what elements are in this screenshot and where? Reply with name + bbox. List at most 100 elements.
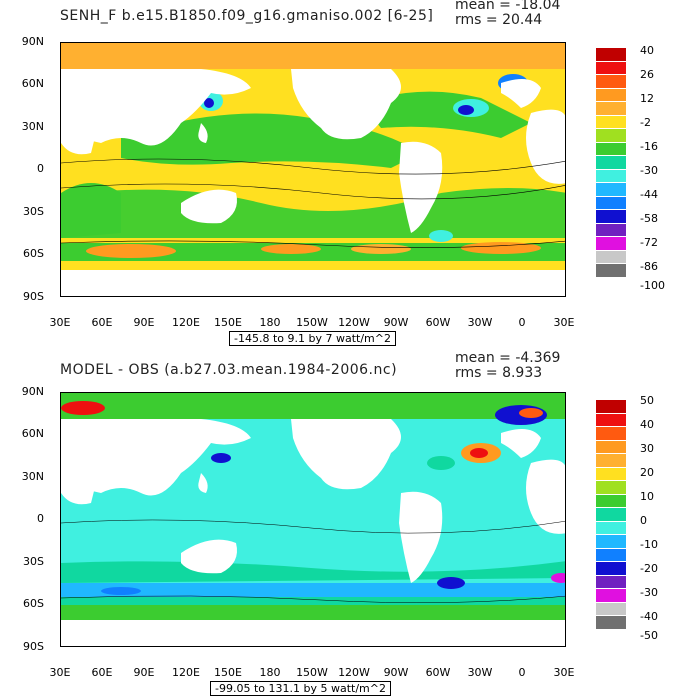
colorbar-swatch [596, 237, 626, 251]
y-tick-label: 90S [23, 290, 44, 303]
stats-block: mean = -4.369 rms = 8.933 [455, 351, 560, 381]
colorbar-swatch [596, 589, 626, 603]
map-plot [60, 42, 566, 297]
colorbar-label: -20 [640, 562, 658, 575]
colorbar-swatch [596, 494, 626, 508]
colorbar-label: -72 [640, 236, 658, 249]
colorbar-label: -40 [640, 610, 658, 623]
x-tick-label: 60E [91, 316, 113, 329]
x-tick-label: 0 [518, 666, 526, 679]
colorbar [596, 400, 626, 630]
mean-value: mean = -18.04 [455, 0, 561, 13]
colorbar-label: -2 [640, 116, 651, 129]
colorbar-swatch [596, 250, 626, 264]
colorbar-swatch [596, 535, 626, 549]
colorbar-swatch [596, 88, 626, 102]
colorbar-swatch [596, 427, 626, 441]
y-tick-label: 90S [23, 640, 44, 653]
range-label: -145.8 to 9.1 by 7 watt/m^2 [229, 331, 396, 346]
x-tick-label: 30W [467, 666, 493, 679]
colorbar [596, 48, 626, 278]
x-tick-label: 30E [553, 316, 575, 329]
colorbar-label: 40 [640, 44, 654, 57]
x-tick-label: 60W [425, 316, 451, 329]
colorbar-swatch [596, 223, 626, 237]
x-tick-label: 180 [259, 666, 281, 679]
rms-value: rms = 20.44 [455, 12, 543, 28]
colorbar-swatch [596, 562, 626, 576]
colorbar-swatch [596, 102, 626, 116]
panel-title: MODEL - OBS (a.b27.03.mean.1984-2006.nc) [60, 362, 398, 378]
colorbar-label: 26 [640, 68, 654, 81]
x-tick-label: 90E [133, 666, 155, 679]
x-tick-label: 90W [383, 316, 409, 329]
rms-value: rms = 8.933 [455, 365, 543, 381]
colorbar-label: -44 [640, 188, 658, 201]
x-tick-label: 150E [214, 316, 242, 329]
y-tick-label: 90N [21, 35, 44, 48]
x-tick-label: 120W [338, 666, 370, 679]
colorbar-label: -50 [640, 629, 658, 642]
colorbar-swatch [596, 454, 626, 468]
colorbar-label: -16 [640, 140, 658, 153]
x-tick-label: 120E [172, 666, 200, 679]
y-tick-label: 0 [37, 162, 44, 175]
colorbar-label: 0 [640, 514, 647, 527]
colorbar-label: 12 [640, 92, 654, 105]
x-tick-label: 90E [133, 316, 155, 329]
y-tick-label: 60S [23, 247, 44, 260]
colorbar-swatch [596, 210, 626, 224]
y-tick-label: 30S [23, 205, 44, 218]
colorbar-swatch [596, 75, 626, 89]
y-tick-label: 60N [21, 427, 44, 440]
colorbar-label: -86 [640, 260, 658, 273]
y-tick-label: 30N [21, 470, 44, 483]
map-plot [60, 392, 566, 647]
y-tick-label: 0 [37, 512, 44, 525]
y-tick-label: 30S [23, 555, 44, 568]
colorbar-label: -100 [640, 279, 665, 292]
colorbar-swatch [596, 413, 626, 427]
colorbar-swatch [596, 602, 626, 616]
colorbar-label: 10 [640, 490, 654, 503]
colorbar-label: 30 [640, 442, 654, 455]
colorbar-swatch [596, 48, 626, 62]
colorbar-swatch [596, 196, 626, 210]
colorbar-swatch [596, 61, 626, 75]
colorbar-label: -58 [640, 212, 658, 225]
y-tick-label: 60S [23, 597, 44, 610]
colorbar-swatch [596, 467, 626, 481]
colorbar-swatch [596, 115, 626, 129]
x-tick-label: 150W [296, 316, 328, 329]
x-tick-label: 60E [91, 666, 113, 679]
colorbar-swatch [596, 264, 626, 278]
y-tick-label: 30N [21, 120, 44, 133]
colorbar-swatch [596, 508, 626, 522]
x-tick-label: 180 [259, 316, 281, 329]
colorbar-swatch [596, 156, 626, 170]
x-tick-label: 0 [518, 316, 526, 329]
panel-senh-f: SENH_F b.e15.B1850.f09_g16.gmaniso.002 [… [21, 0, 665, 346]
panel-title: SENH_F b.e15.B1850.f09_g16.gmaniso.002 [… [60, 8, 434, 24]
colorbar-swatch [596, 183, 626, 197]
colorbar-swatch [596, 169, 626, 183]
colorbar-label: -30 [640, 586, 658, 599]
x-tick-label: 120E [172, 316, 200, 329]
x-tick-label: 30E [553, 666, 575, 679]
y-tick-label: 90N [21, 385, 44, 398]
colorbar-swatch [596, 521, 626, 535]
colorbar-label: 40 [640, 418, 654, 431]
panel-model-minus-obs: MODEL - OBS (a.b27.03.mean.1984-2006.nc)… [0, 350, 700, 700]
x-tick-label: 90W [383, 666, 409, 679]
colorbar-label: -10 [640, 538, 658, 551]
x-tick-label: 60W [425, 666, 451, 679]
x-tick-label: 30E [49, 666, 71, 679]
y-tick-label: 60N [21, 77, 44, 90]
x-tick-label: 120W [338, 316, 370, 329]
stats-block: mean = -18.04 rms = 20.44 [455, 0, 560, 28]
colorbar-swatch [596, 400, 626, 414]
x-tick-label: 30W [467, 316, 493, 329]
range-label: -99.05 to 131.1 by 5 watt/m^2 [210, 681, 391, 696]
colorbar-swatch [596, 129, 626, 143]
map-field [61, 43, 565, 296]
